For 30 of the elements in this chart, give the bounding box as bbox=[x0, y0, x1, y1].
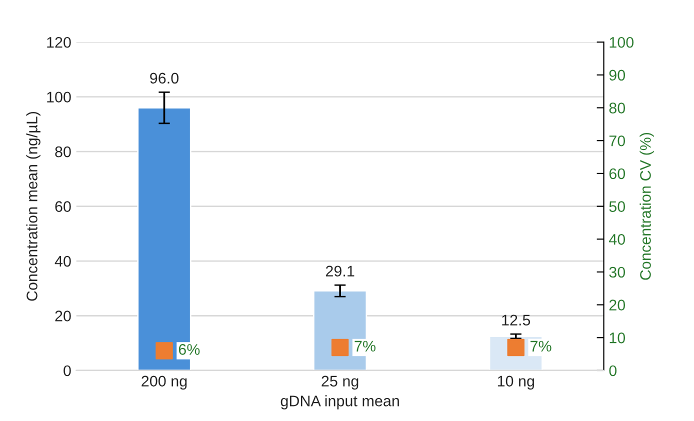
y-tick-label: 120 bbox=[47, 36, 71, 48]
y2-tick-label: 80 bbox=[609, 102, 626, 114]
y2-tick-label: 50 bbox=[609, 201, 626, 212]
y-tick-label: 20 bbox=[55, 310, 71, 322]
y2-tick-label: 70 bbox=[609, 135, 626, 146]
x-tick-label: 25 ng bbox=[322, 376, 358, 390]
y2-tick-label: 40 bbox=[608, 234, 626, 245]
data-label: 7% bbox=[530, 340, 552, 352]
data-label: 96.0 bbox=[150, 72, 179, 84]
y-tick-label: 100 bbox=[47, 92, 71, 103]
data-label: 6% bbox=[178, 344, 200, 355]
y-axis-title: Concentration mean (ng/µL) bbox=[26, 112, 40, 301]
y2-tick-label: 20 bbox=[609, 300, 626, 310]
y-tick-label: 80 bbox=[55, 146, 71, 158]
y2-axis-title: Concentration CV (%) bbox=[640, 132, 654, 280]
y2-tick-label: 60 bbox=[609, 168, 626, 180]
y2-tick-label: 100 bbox=[610, 36, 634, 48]
x-tick-label: 10 ng bbox=[498, 376, 534, 390]
data-label: 7% bbox=[354, 340, 376, 352]
y2-tick-label: 10 bbox=[610, 332, 626, 344]
x-tick-label: 200 ng bbox=[142, 376, 187, 390]
data-label: 12.5 bbox=[502, 314, 530, 326]
y2-tick-label: 90 bbox=[609, 70, 626, 81]
y2-tick-label: 30 bbox=[609, 266, 626, 278]
y2-tick-label: 0 bbox=[609, 365, 617, 376]
y-tick-label: 60 bbox=[55, 201, 71, 212]
y-tick-label: 0 bbox=[64, 365, 71, 376]
y-tick-label: 40 bbox=[54, 256, 71, 267]
x-axis-title: gDNA input mean bbox=[280, 395, 399, 410]
data-label: 29.1 bbox=[326, 266, 354, 277]
